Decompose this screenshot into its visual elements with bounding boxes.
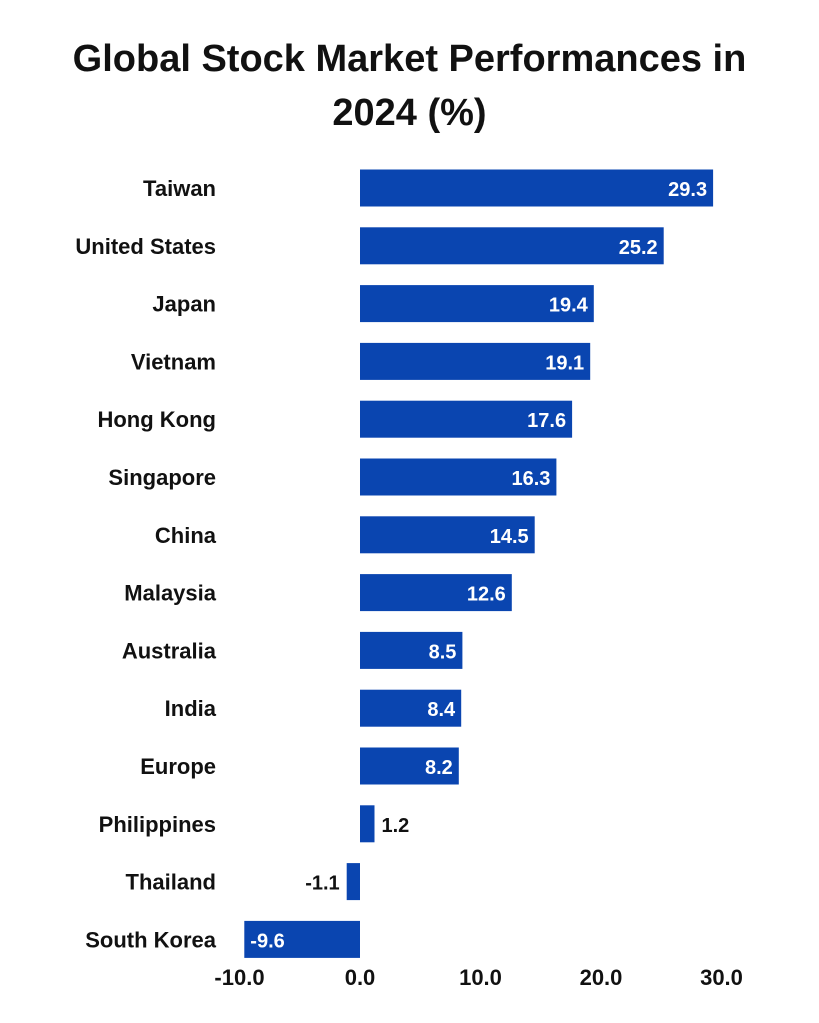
x-axis-ticks: -10.0 0.0 10.0 20.0 30.0 [214, 965, 742, 990]
category-label-singapore: Singapore [108, 465, 216, 490]
bar-taiwan [360, 169, 714, 207]
bar-south-korea [244, 920, 360, 958]
bar-hong-kong [360, 400, 573, 438]
category-label-south-korea: South Korea [85, 927, 217, 952]
category-label-united-states: United States [75, 234, 216, 259]
bar-singapore [360, 458, 557, 496]
value-label-singapore: 16.3 [511, 468, 550, 490]
bar-japan [360, 285, 594, 323]
x-tick-label: 20.0 [580, 965, 623, 990]
category-label-australia: Australia [122, 638, 217, 663]
category-labels: Taiwan United States Japan Vietnam Hong Kong… [75, 176, 216, 952]
category-label-india: India [165, 696, 217, 721]
category-label-malaysia: Malaysia [124, 581, 216, 606]
bar-australia [360, 631, 463, 669]
value-label-india: 8.4 [427, 699, 456, 721]
bar-china [360, 516, 535, 554]
value-label-hong-kong: 17.6 [527, 410, 566, 432]
category-label-china: China [155, 523, 217, 548]
bar-europe [360, 747, 459, 785]
category-label-japan: Japan [152, 292, 216, 317]
bar-india [360, 689, 462, 727]
chart-title: Global Stock Market Performances in 2024… [72, 38, 747, 134]
value-label-taiwan: 29.3 [668, 179, 707, 201]
category-label-hong-kong: Hong Kong [97, 407, 216, 432]
x-tick-label: 10.0 [459, 965, 502, 990]
x-tick-label: 0.0 [345, 965, 376, 990]
value-label-united-states: 25.2 [619, 237, 658, 259]
value-label-south-korea: -9.6 [250, 930, 284, 952]
bar-philippines [360, 805, 375, 843]
category-label-philippines: Philippines [99, 812, 216, 837]
x-tick-label: -10.0 [214, 965, 264, 990]
value-label-australia: 8.5 [429, 641, 457, 663]
category-label-thailand: Thailand [126, 870, 216, 895]
value-label-vietnam: 19.1 [545, 352, 584, 374]
bars [244, 169, 714, 958]
value-label-china: 14.5 [490, 526, 529, 548]
category-label-europe: Europe [140, 754, 216, 779]
value-label-europe: 8.2 [425, 757, 453, 779]
value-label-thailand: -1.1 [305, 873, 339, 895]
value-label-japan: 19.4 [549, 295, 589, 317]
bar-united-states [360, 227, 664, 265]
bar-vietnam [360, 342, 591, 380]
value-label-malaysia: 12.6 [467, 584, 506, 606]
value-label-philippines: 1.2 [382, 815, 410, 837]
category-label-taiwan: Taiwan [143, 176, 216, 201]
bar-thailand [346, 863, 360, 901]
category-label-vietnam: Vietnam [131, 349, 216, 374]
value-labels: 29.3 25.2 19.4 19.1 17.6 16.3 14.5 12.6 8.5 8.4 8.… [250, 179, 707, 952]
bar-malaysia [360, 574, 512, 612]
x-tick-label: 30.0 [700, 965, 743, 990]
